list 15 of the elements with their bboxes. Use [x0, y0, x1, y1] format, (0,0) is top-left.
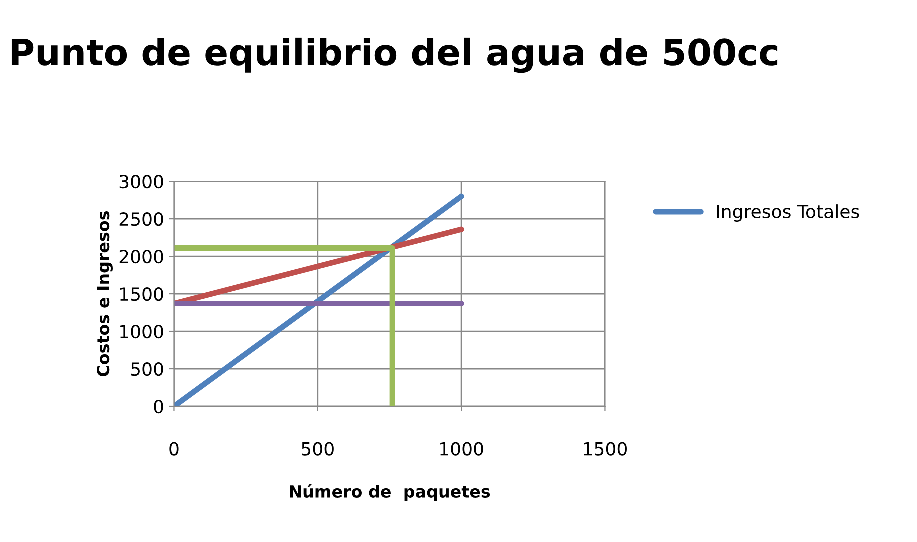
y-tick-label: 500 — [131, 362, 164, 376]
y-axis-title: Costos e Ingresos — [97, 211, 113, 377]
x-axis-title: Número de paquetes — [290, 484, 490, 502]
x-tick-label: 500 — [302, 442, 334, 456]
y-tick-label: 1500 — [120, 287, 164, 302]
y-tick-label: 2500 — [120, 212, 164, 226]
legend-label: Ingresos Totales — [717, 204, 860, 222]
x-tick-label: 1000 — [440, 442, 484, 456]
y-tick-label: 1000 — [120, 324, 164, 339]
x-tick-label: 0 — [170, 442, 179, 456]
y-tick-label: 0 — [154, 400, 164, 414]
chart-title: Punto de equilibrio del agua de 500cc — [12, 38, 778, 74]
y-tick-label: 3000 — [120, 175, 164, 189]
x-tick-label: 1500 — [584, 442, 627, 456]
y-tick-label: 2000 — [120, 250, 164, 264]
